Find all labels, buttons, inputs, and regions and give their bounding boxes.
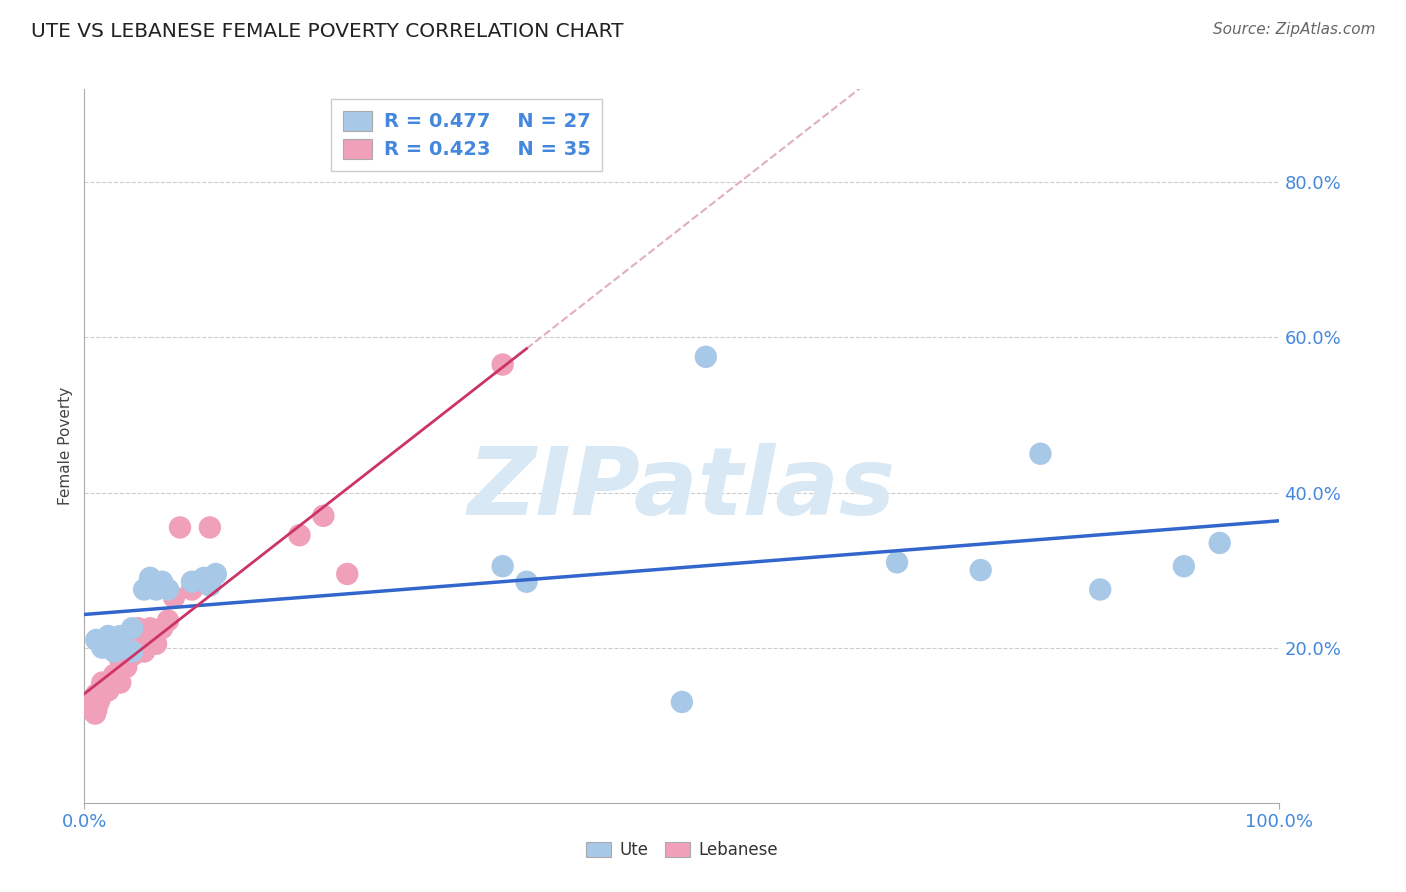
Point (86, 687, 108, 701)
Point (132, 582, 156, 597)
Point (110, 675, 132, 690)
Point (121, 648, 143, 663)
Point (84, 706, 107, 721)
Point (139, 571, 162, 585)
Point (198, 579, 221, 593)
Point (150, 574, 173, 589)
Point (193, 574, 215, 589)
Point (695, 350, 717, 364)
Point (86, 632, 108, 647)
Point (87, 695, 110, 709)
Point (288, 528, 311, 542)
Point (115, 660, 138, 674)
Point (145, 637, 167, 651)
Point (336, 566, 359, 581)
Point (145, 582, 167, 597)
Point (127, 621, 149, 635)
Point (169, 520, 191, 534)
Point (86, 703, 108, 717)
Point (79, 698, 101, 713)
Point (91, 687, 114, 701)
Point (139, 621, 162, 635)
Point (97, 629, 120, 643)
Point (163, 591, 186, 605)
Point (516, 574, 538, 589)
Point (110, 640, 132, 655)
Point (492, 559, 515, 574)
Point (110, 652, 132, 666)
Point (181, 582, 204, 597)
Point (110, 629, 132, 643)
Point (91, 675, 114, 690)
Point (150, 621, 173, 635)
Point (312, 508, 335, 523)
Point (671, 695, 693, 709)
Text: Source: ZipAtlas.com: Source: ZipAtlas.com (1212, 22, 1375, 37)
Point (97, 683, 120, 698)
Point (82, 695, 104, 709)
Point (198, 520, 221, 534)
Point (132, 629, 156, 643)
Point (157, 614, 180, 628)
Y-axis label: Female Poverty: Female Poverty (58, 387, 73, 505)
Point (886, 555, 908, 569)
Point (83, 691, 105, 706)
Point (205, 566, 228, 581)
Point (89, 691, 111, 706)
Point (103, 668, 125, 682)
Point (193, 571, 215, 585)
Point (181, 574, 204, 589)
Point (91, 640, 114, 655)
Point (121, 644, 143, 658)
Point (103, 644, 125, 658)
Point (97, 675, 120, 690)
Point (121, 621, 143, 635)
Point (1029, 447, 1052, 461)
Text: UTE VS LEBANESE FEMALE POVERTY CORRELATION CHART: UTE VS LEBANESE FEMALE POVERTY CORRELATI… (31, 22, 623, 41)
Point (157, 582, 180, 597)
Text: ZIPatlas: ZIPatlas (468, 442, 896, 535)
Point (121, 629, 143, 643)
Point (492, 358, 515, 372)
Point (1209, 536, 1232, 550)
Point (1173, 559, 1195, 574)
Point (1090, 582, 1112, 597)
Legend: Ute, Lebanese: Ute, Lebanese (579, 835, 785, 866)
Point (970, 563, 993, 577)
Point (115, 648, 138, 663)
Point (132, 644, 156, 658)
